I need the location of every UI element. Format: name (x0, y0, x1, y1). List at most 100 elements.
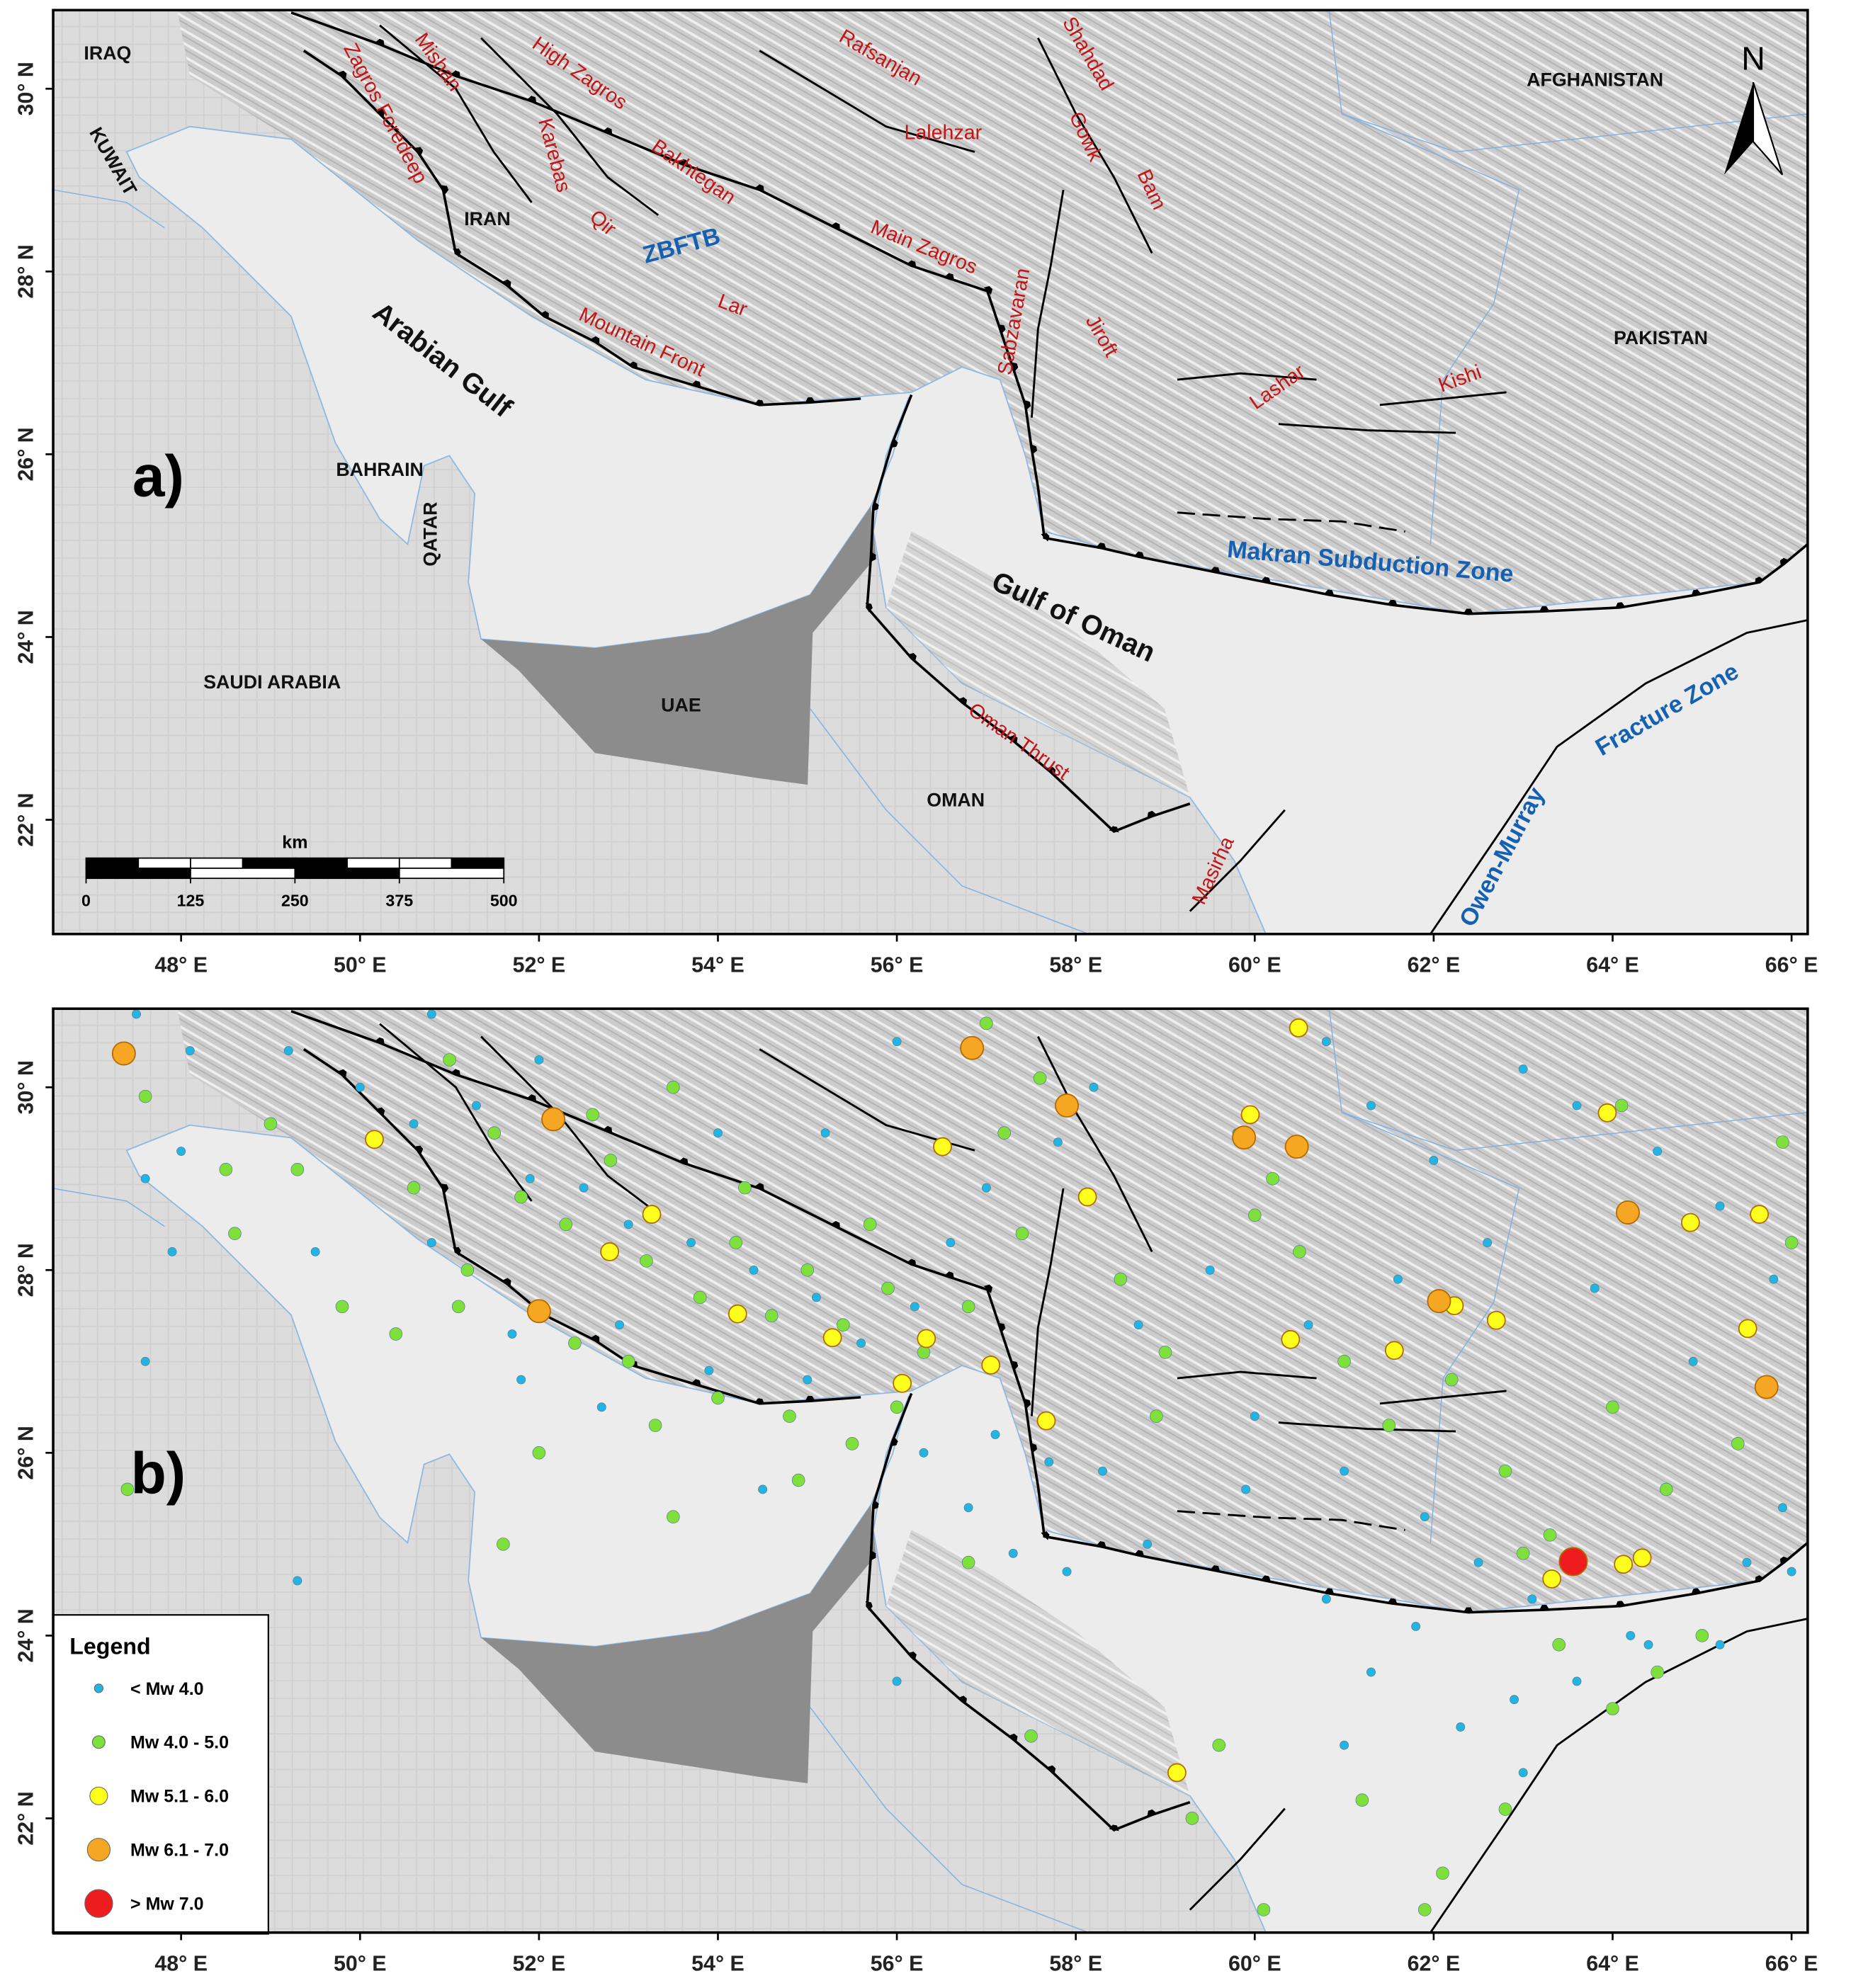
earthquake (1077, 1187, 1097, 1207)
earthquake (111, 1041, 136, 1066)
earthquake (1688, 1356, 1698, 1366)
earthquake (185, 1046, 195, 1056)
panel-a: IRAQ KUWAIT IRAN BAHRAIN QATAR SAUDI ARA… (14, 8, 1818, 977)
scale-segment (398, 857, 453, 869)
earthquake (1651, 1665, 1664, 1679)
earthquake (1240, 1105, 1260, 1125)
earthquake (1643, 1640, 1653, 1649)
earthquake (686, 1238, 696, 1247)
x-tick-label: 60° E (1228, 1952, 1281, 1975)
earthquake (310, 1247, 320, 1256)
earthquake (1542, 1569, 1562, 1589)
earthquake (1167, 1763, 1187, 1783)
earthquake (407, 1181, 421, 1195)
earthquake (1429, 1155, 1439, 1165)
earthquake (426, 1238, 436, 1247)
panel-b: b) Legend < Mw 4.0 Mw 4.0 - 5.0 Mw 5.1 - 6… (14, 1007, 1818, 1975)
earthquake (1715, 1640, 1725, 1649)
earthquake (893, 1373, 912, 1393)
earthquake (615, 1320, 624, 1330)
earthquake (1518, 1064, 1528, 1074)
earthquake (568, 1336, 582, 1350)
x-tick-label: 50° E (334, 953, 387, 977)
earthquake (138, 1089, 152, 1103)
legend-box (52, 1614, 269, 1935)
scale-segment (190, 857, 244, 869)
legend-swatch (91, 1735, 106, 1749)
earthquake (443, 1053, 456, 1067)
earthquake (1241, 1484, 1251, 1494)
earthquake (1098, 1466, 1108, 1476)
x-tick-label: 64° E (1586, 1952, 1639, 1975)
country-label: PAKISTAN (1614, 327, 1708, 348)
earthquake (1015, 1227, 1029, 1240)
earthquake (803, 1375, 813, 1385)
earthquake (711, 1391, 725, 1405)
earthquake (856, 1339, 866, 1348)
earthquake (1680, 1212, 1700, 1232)
earthquake (559, 1217, 573, 1232)
earthquake (980, 1016, 993, 1030)
earthquake (1498, 1802, 1512, 1816)
earthquake (910, 1302, 919, 1312)
earthquake (1411, 1622, 1421, 1631)
earthquake (534, 1055, 544, 1064)
north-arrow (1752, 81, 1784, 176)
earthquake (1321, 1594, 1331, 1604)
scale-segment (85, 867, 191, 880)
earthquake (1366, 1101, 1376, 1111)
legend-label: Mw 4.0 - 5.0 (130, 1733, 229, 1753)
earthquake (1754, 1375, 1779, 1399)
earthquake (532, 1446, 546, 1460)
earthquake (140, 1356, 150, 1366)
earthquake (728, 1304, 747, 1324)
earthquake (1456, 1722, 1466, 1732)
scale-unit: km (282, 832, 307, 852)
earthquake (997, 1126, 1011, 1140)
earthquake (283, 1046, 293, 1056)
earthquake (1008, 1548, 1018, 1558)
earthquake (642, 1205, 662, 1224)
country-label: BAHRAIN (336, 459, 424, 480)
earthquake (497, 1538, 510, 1551)
figure-body: IRAQ KUWAIT IRAN BAHRAIN QATAR SAUDI ARA… (14, 8, 1818, 1975)
earthquake (167, 1247, 177, 1256)
earthquake (667, 1080, 680, 1094)
earthquake (1281, 1329, 1301, 1349)
legend-label: > Mw 7.0 (130, 1895, 204, 1914)
legend-swatch (94, 1683, 103, 1693)
earthquake (1626, 1630, 1636, 1640)
earthquake (579, 1183, 589, 1193)
earthquake (1632, 1548, 1652, 1568)
scale-segment (346, 857, 400, 869)
earthquake (1366, 1667, 1376, 1677)
x-tick-label: 58° E (1049, 1952, 1102, 1975)
earthquake (1518, 1768, 1528, 1778)
earthquake (1742, 1557, 1752, 1567)
earthquake (1750, 1205, 1770, 1224)
earthquake (1590, 1283, 1600, 1293)
earthquake (335, 1300, 349, 1314)
earthquake (1384, 1341, 1404, 1361)
earthquake (981, 1183, 991, 1193)
scale-segment (398, 867, 505, 880)
earthquake (1420, 1512, 1430, 1522)
x-tick-label: 48° E (154, 1952, 208, 1975)
earthquake (1055, 1094, 1080, 1118)
earthquake (120, 1482, 135, 1496)
earthquake (1715, 1201, 1725, 1211)
y-tick-label: 24° N (14, 610, 38, 664)
earthquake (1784, 1236, 1799, 1249)
earthquake (960, 1035, 985, 1060)
earthquake (1247, 1208, 1262, 1222)
earthquake (1552, 1638, 1566, 1652)
geography (53, 1009, 1808, 1933)
earthquake (783, 1409, 796, 1424)
earthquake (1337, 1355, 1351, 1368)
earthquake (693, 1290, 707, 1305)
earthquake (1289, 1018, 1308, 1038)
country-label: QATAR (420, 501, 441, 566)
earthquake (1614, 1098, 1629, 1113)
earthquake (293, 1576, 302, 1586)
